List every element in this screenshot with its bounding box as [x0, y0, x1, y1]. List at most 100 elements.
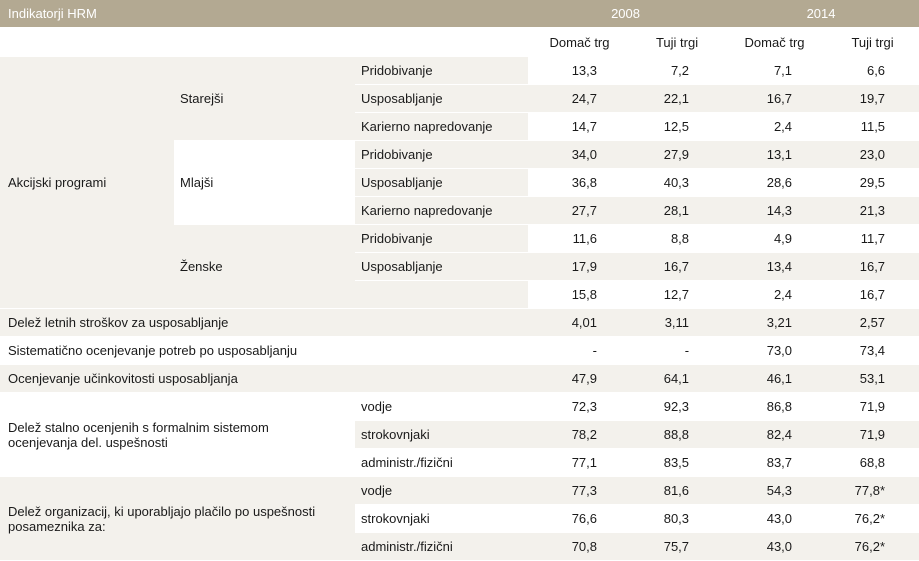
cell: 86,8 [723, 392, 827, 421]
cell: 29,5 [826, 168, 919, 197]
zenske-label: Ženske [174, 224, 355, 309]
cell: 27,7 [528, 196, 632, 225]
cell: 21,3 [826, 196, 919, 225]
cell: 3,21 [723, 308, 827, 337]
table-row: Delež letnih stroškov za usposabljanje 4… [0, 308, 919, 337]
cell: 80,3 [631, 504, 724, 533]
row-item: administr./fizični [355, 532, 529, 561]
cell: 13,1 [723, 140, 827, 169]
label-line: posameznika za: [8, 518, 106, 534]
table-row: Usposabljanje 36,8 40,3 28,6 29,5 [0, 168, 919, 197]
cell: 83,5 [631, 448, 724, 477]
row-item: Pridobivanje [355, 224, 529, 253]
table-row: administr./fizični 77,1 83,5 83,7 68,8 [0, 448, 919, 477]
table-row: Karierno napredovanje 27,7 28,1 14,3 21,… [0, 196, 919, 225]
cell: 28,1 [631, 196, 724, 225]
label-line: Delež stalno ocenjenih s formalnim siste… [8, 419, 269, 435]
row-item: Pridobivanje [355, 140, 529, 169]
table-row: Ženske Pridobivanje 11,6 8,8 4,9 11,7 [0, 224, 919, 309]
row-item: Usposabljanje [355, 252, 529, 281]
col-domac-2014: Domač trg [723, 28, 827, 57]
row-label: Ocenjevanje učinkovitosti usposabljanja [0, 364, 529, 393]
mlajsi-label: Mlajši [174, 140, 355, 225]
cell: 73,4 [826, 336, 919, 365]
cell: 16,7 [826, 252, 919, 281]
label-line: ocenjevanja del. uspešnosti [8, 434, 168, 450]
row-item: Usposabljanje [355, 84, 529, 113]
cell: 12,5 [631, 112, 724, 141]
cell: 7,2 [631, 56, 724, 85]
cell: 3,11 [631, 308, 724, 337]
ocenjeni-label: Delež stalno ocenjenih s formalnim siste… [0, 392, 355, 477]
year-2008-header: 2008 [528, 0, 724, 29]
cell: 14,7 [528, 112, 632, 141]
cell: 71,9 [826, 392, 919, 421]
table-row: strokovnjaki 76,6 80,3 43,0 76,2* [0, 504, 919, 533]
cell: 11,7 [826, 224, 919, 253]
table-row: Karierno napredovanje 14,7 12,5 2,4 11,5 [0, 112, 919, 141]
year-2014-header: 2014 [723, 0, 919, 29]
cell: 7,1 [723, 56, 827, 85]
cell: 77,3 [528, 476, 632, 505]
table-row: Ocenjevanje učinkovitosti usposabljanja … [0, 364, 919, 393]
cell: 16,7 [723, 84, 827, 113]
cell: 72,3 [528, 392, 632, 421]
table-row: Usposabljanje 24,7 22,1 16,7 19,7 [0, 84, 919, 113]
cell: 22,1 [631, 84, 724, 113]
table-header-row: Indikatorji HRM 2008 2014 [0, 0, 919, 29]
row-label: Sistematično ocenjevanje potreb po uspos… [0, 336, 529, 365]
row-item [355, 280, 529, 309]
table-row: Akcijski programi Starejši Pridobivanje … [0, 56, 919, 309]
cell: 23,0 [826, 140, 919, 169]
row-item: Karierno napredovanje [355, 196, 529, 225]
cell: 76,6 [528, 504, 632, 533]
row-item: Usposabljanje [355, 168, 529, 197]
table-row: Sistematično ocenjevanje potreb po uspos… [0, 336, 919, 365]
cell: 83,7 [723, 448, 827, 477]
row-item: strokovnjaki [355, 420, 529, 449]
cell: 2,4 [723, 280, 827, 309]
cell: 2,57 [826, 308, 919, 337]
row-label: Delež letnih stroškov za usposabljanje [0, 308, 529, 337]
table-row: Delež stalno ocenjenih s formalnim siste… [0, 392, 919, 477]
cell: 11,6 [528, 224, 632, 253]
cell: 4,01 [528, 308, 632, 337]
cell: 70,8 [528, 532, 632, 561]
cell: 28,6 [723, 168, 827, 197]
table-row: 15,8 12,7 2,4 16,7 [0, 280, 919, 309]
subheader-row: Domač trg Tuji trgi Domač trg Tuji trgi [0, 28, 919, 57]
table-row: strokovnjaki 78,2 88,8 82,4 71,9 [0, 420, 919, 449]
table-title: Indikatorji HRM [0, 0, 529, 29]
cell: 75,7 [631, 532, 724, 561]
cell: 40,3 [631, 168, 724, 197]
cell: 73,0 [723, 336, 827, 365]
cell: 12,7 [631, 280, 724, 309]
cell: 88,8 [631, 420, 724, 449]
cell: - [631, 336, 724, 365]
row-item: strokovnjaki [355, 504, 529, 533]
row-item: administr./fizični [355, 448, 529, 477]
cell: 24,7 [528, 84, 632, 113]
cell: 53,1 [826, 364, 919, 393]
cell: 76,2* [826, 504, 919, 533]
cell: 19,7 [826, 84, 919, 113]
cell: - [528, 336, 632, 365]
cell: 8,8 [631, 224, 724, 253]
cell: 71,9 [826, 420, 919, 449]
cell: 64,1 [631, 364, 724, 393]
cell: 6,6 [826, 56, 919, 85]
row-item: vodje [355, 392, 529, 421]
label-line: Delež organizacij, ki uporabljajo plačil… [8, 503, 316, 519]
cell: 68,8 [826, 448, 919, 477]
cell: 77,1 [528, 448, 632, 477]
cell: 27,9 [631, 140, 724, 169]
akcijski-label: Akcijski programi [0, 56, 174, 309]
row-item: vodje [355, 476, 529, 505]
col-tuji-2008: Tuji trgi [631, 28, 724, 57]
cell: 77,8* [826, 476, 919, 505]
cell: 43,0 [723, 504, 827, 533]
cell: 47,9 [528, 364, 632, 393]
cell: 82,4 [723, 420, 827, 449]
cell: 54,3 [723, 476, 827, 505]
